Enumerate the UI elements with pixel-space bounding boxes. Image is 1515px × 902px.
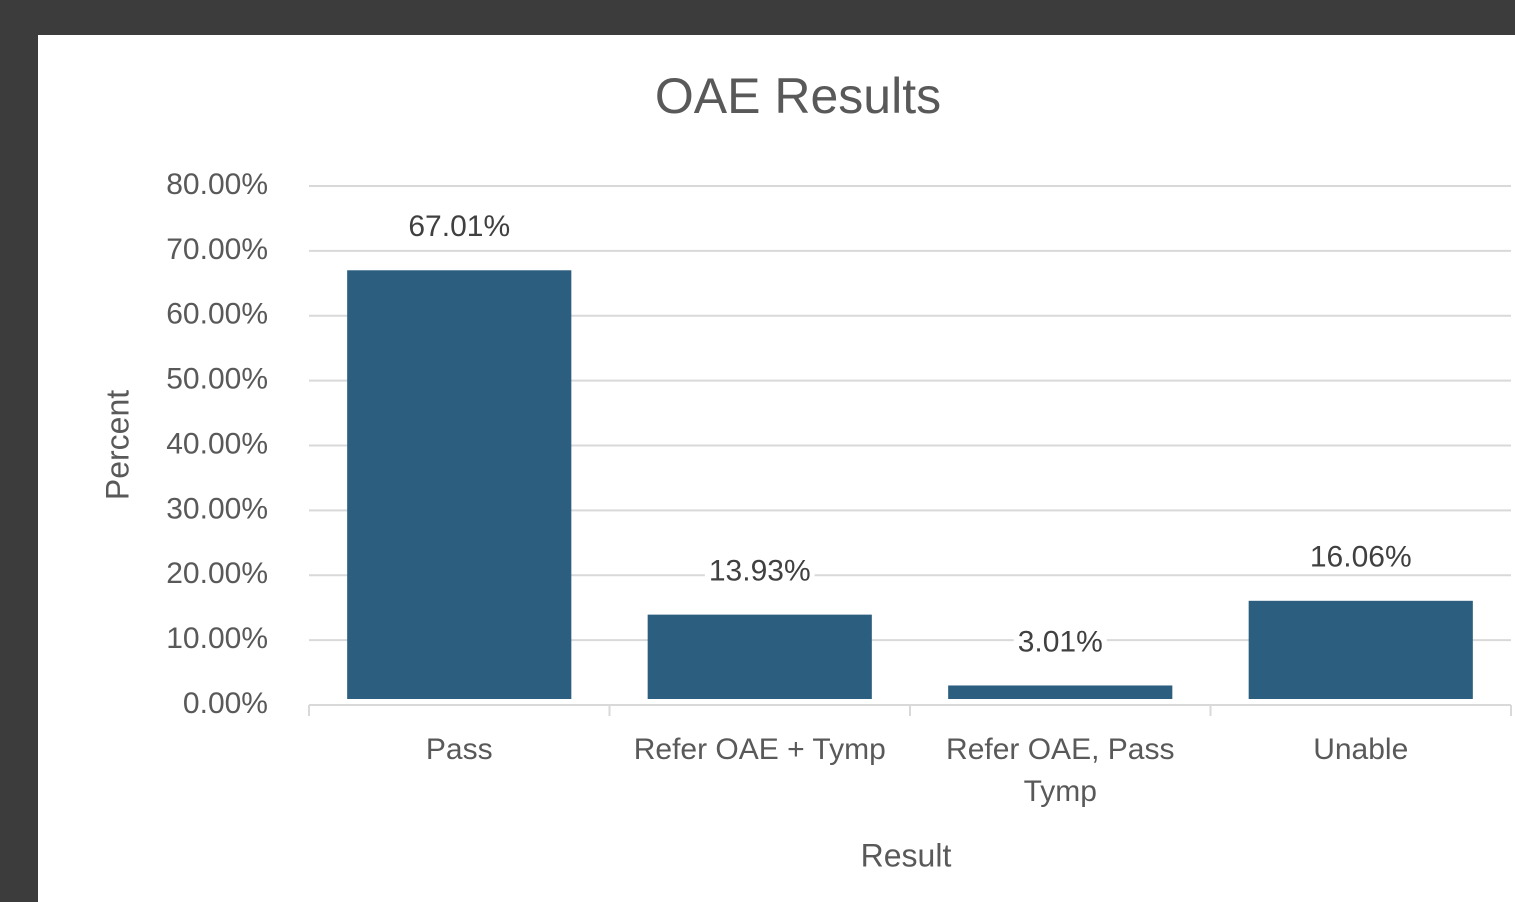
- y-tick-label: 20.00%: [166, 557, 268, 590]
- bar: [1248, 600, 1473, 699]
- data-label-background: [1305, 540, 1416, 574]
- y-tick-label: 10.00%: [166, 622, 268, 655]
- x-tick-label: Refer OAE + Tymp: [633, 733, 886, 766]
- chart-title: OAE Results: [655, 68, 941, 124]
- x-axis-title: Result: [861, 837, 952, 873]
- x-tick-label: Pass: [425, 733, 493, 766]
- y-tick-label: 0.00%: [183, 687, 268, 720]
- y-tick-label: 30.00%: [166, 492, 268, 525]
- chart-area: [38, 35, 1515, 902]
- data-label-background: [1013, 625, 1107, 659]
- bar: [647, 614, 872, 699]
- bar: [948, 685, 1173, 699]
- data-label-background: [404, 210, 515, 244]
- y-tick-label: 80.00%: [166, 168, 268, 201]
- y-tick-label: 40.00%: [166, 427, 268, 460]
- data-label: 3.01%: [1018, 625, 1103, 658]
- y-tick-label: 70.00%: [166, 233, 268, 266]
- data-label: 13.93%: [709, 555, 811, 588]
- x-tick-label: Refer OAE, Pass Tymp: [946, 733, 1175, 808]
- x-tick-label: Unable: [1313, 733, 1409, 766]
- y-tick-label: 60.00%: [166, 298, 268, 331]
- bar: [347, 270, 572, 699]
- data-label: 67.01%: [408, 210, 510, 243]
- y-axis-title: Percent: [99, 390, 135, 500]
- data-label-background: [704, 554, 815, 588]
- y-tick-label: 50.00%: [166, 363, 268, 396]
- data-label: 16.06%: [1310, 541, 1412, 574]
